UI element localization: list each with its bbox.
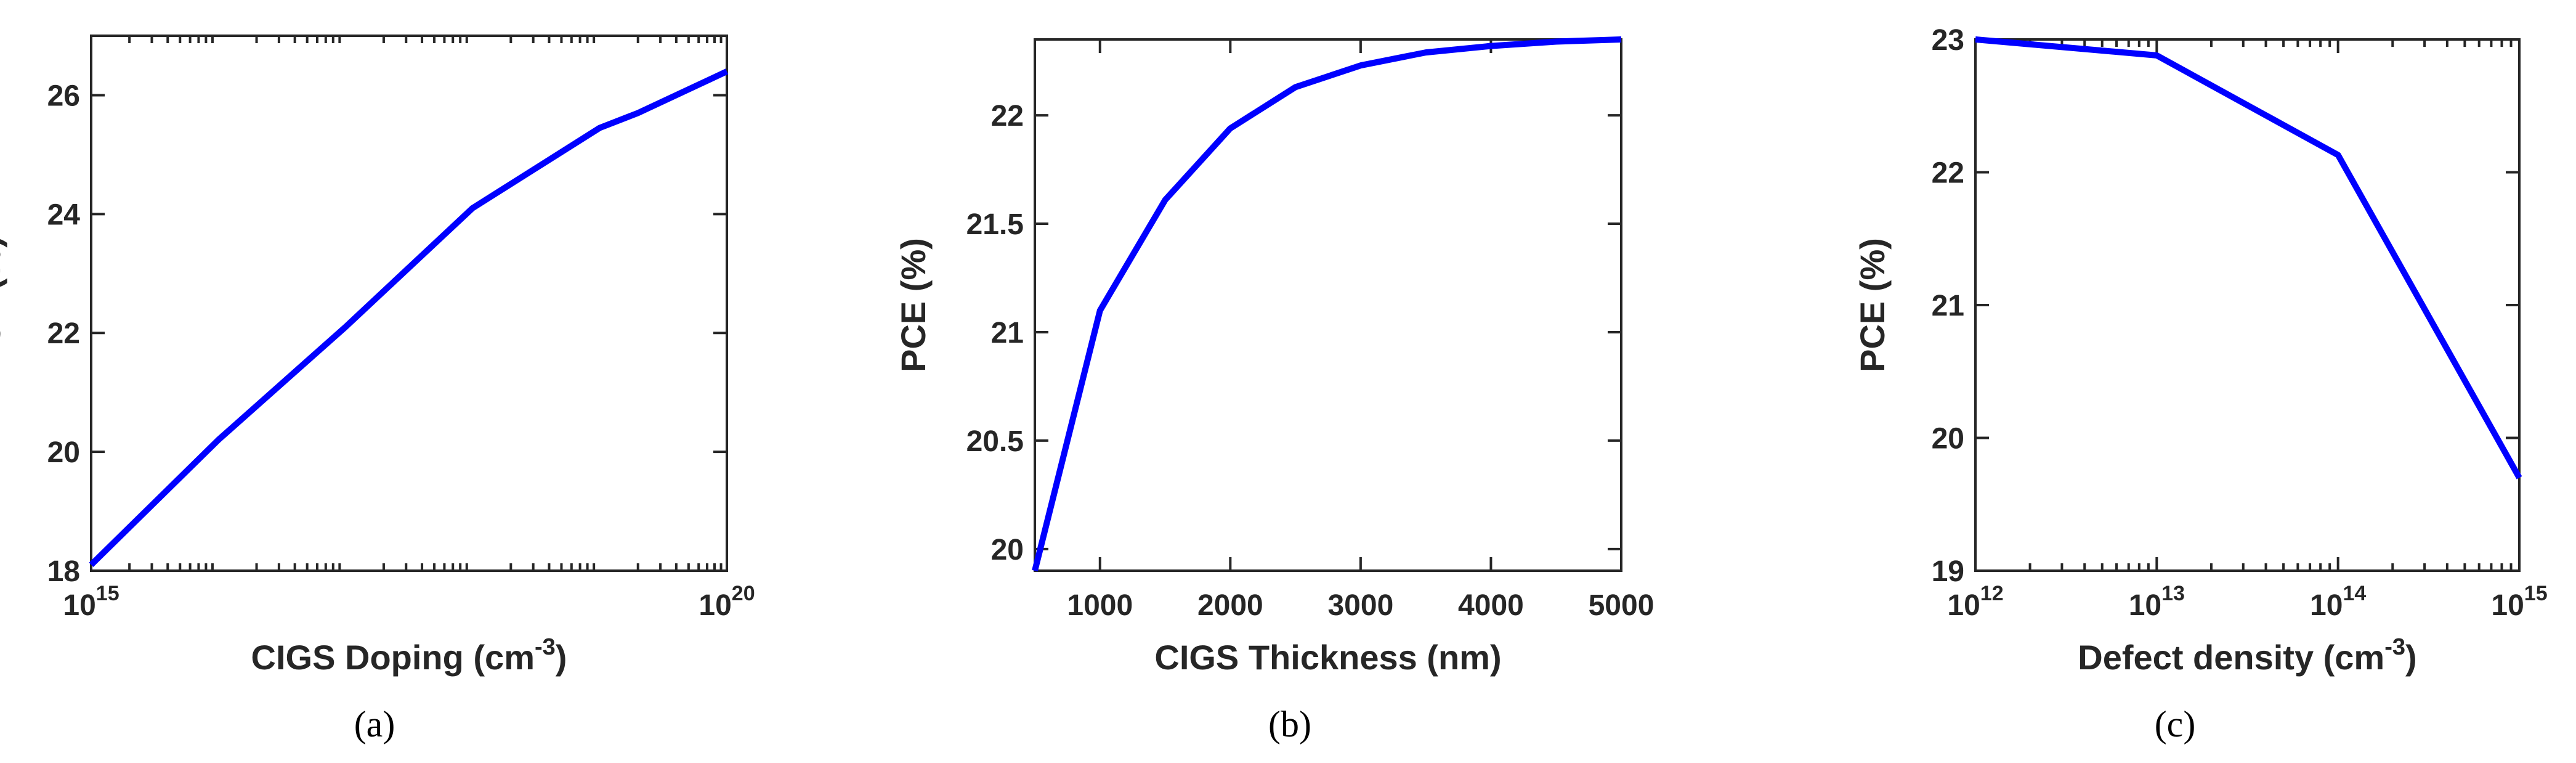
y-axis-label: PCE (%) <box>0 236 7 370</box>
x-tick-label: 3000 <box>1327 589 1393 622</box>
y-tick-label: 18 <box>47 555 80 588</box>
y-tick-label: 22 <box>47 317 80 350</box>
series-line <box>1975 39 2519 478</box>
y-axis-label: PCE (%) <box>1853 238 1892 372</box>
x-axis-label: CIGS Thickness (nm) <box>1154 638 1501 677</box>
y-tick-label: 26 <box>47 80 80 112</box>
series-line <box>91 71 727 565</box>
x-tick-label: 2000 <box>1197 589 1263 622</box>
figure-canvas: 1015 1020 18 20 22 24 26 CIGS Doping (cm-3) PCE … <box>0 0 2576 763</box>
y-tick-label: 21 <box>991 317 1024 349</box>
x-tick-label: 1015 <box>2491 582 2547 622</box>
x-axis-label: CIGS Doping (cm-3) <box>251 634 567 677</box>
x-axis-label: Defect density (cm-3) <box>2078 634 2416 677</box>
y-tick-label: 21.5 <box>966 208 1024 241</box>
panel-caption: (b) <box>1268 704 1311 745</box>
y-tick-label: 19 <box>1932 555 1964 588</box>
x-tick-label: 1014 <box>2310 582 2366 622</box>
y-tick-label: 24 <box>47 198 81 231</box>
panel-caption: (a) <box>354 704 395 745</box>
x-tick-label: 1000 <box>1067 589 1133 622</box>
x-tick-label: 5000 <box>1589 589 1655 622</box>
y-tick-label: 22 <box>1932 157 1964 190</box>
y-tick-label: 22 <box>991 100 1024 133</box>
y-tick-label: 20 <box>991 534 1024 566</box>
x-tick-label: 1013 <box>2129 582 2185 622</box>
y-axis-label: PCE (%) <box>894 238 933 372</box>
x-tick-label: 1020 <box>699 582 755 622</box>
x-tick-label: 4000 <box>1458 589 1524 622</box>
axes-frame <box>1035 39 1621 571</box>
axes-frame <box>1975 39 2519 571</box>
y-tick-label: 20.5 <box>966 425 1024 458</box>
panel-caption: (c) <box>2155 704 2196 745</box>
y-tick-label: 23 <box>1932 24 1964 57</box>
y-tick-label: 20 <box>1932 423 1964 455</box>
series-line <box>1035 39 1621 571</box>
panel-b: 1000 2000 3000 4000 5000 20 20.5 21 21.5 22 CIGS T… <box>894 39 1654 745</box>
y-tick-label: 20 <box>47 436 80 469</box>
y-tick-label: 21 <box>1932 290 1964 322</box>
